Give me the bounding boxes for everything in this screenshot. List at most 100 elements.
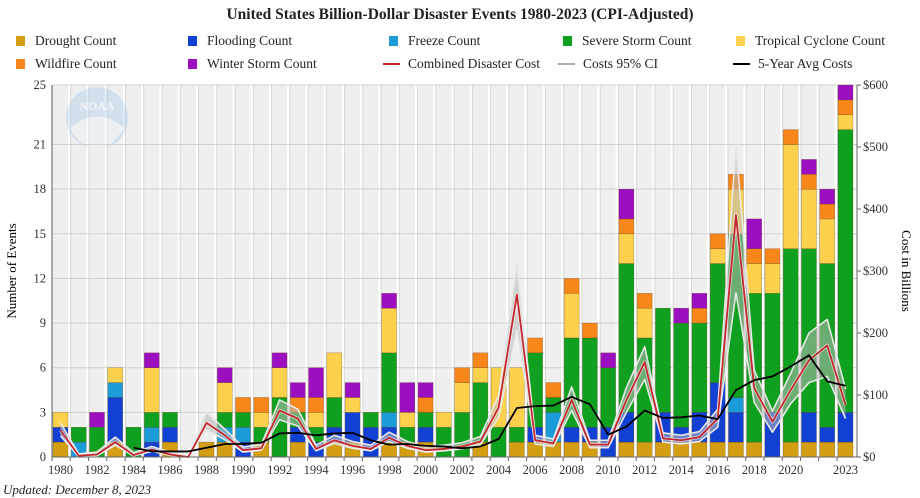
bar-flooding-count-1996 (344, 412, 361, 443)
bar-tropical-cyclone-count-2005 (509, 367, 525, 428)
legend-item-combined-cost[interactable]: Combined Disaster Cost (383, 56, 540, 72)
x-tick-label: 1980 (48, 463, 73, 477)
noaa-logo: NOAA (66, 87, 128, 150)
bar-winter-storm-count-2014 (673, 307, 689, 324)
x-tick-label: 1984 (121, 463, 147, 477)
y-tick-label: 15 (34, 227, 47, 241)
bar-wildfire-count-2008 (563, 278, 580, 294)
bar-tropical-cyclone-count-1999 (399, 412, 416, 428)
bar-wildfire-count-2011 (618, 218, 635, 235)
bar-flooding-count-2021 (801, 412, 817, 443)
bar-winter-storm-count-1994 (308, 367, 324, 398)
year-stripe (308, 85, 324, 457)
legend-label: Costs 95% CI (583, 56, 659, 71)
legend-item-wildfire[interactable]: Wildfire Count (16, 56, 117, 72)
x-tick-label: 1982 (85, 463, 110, 477)
bar-drought-count-2015 (691, 441, 708, 458)
bar-tropical-cyclone-count-2016 (709, 248, 726, 264)
year-stripe (253, 85, 269, 457)
bar-tropical-cyclone-count-1983 (107, 367, 124, 383)
bar-winter-storm-count-1998 (381, 293, 397, 309)
flooding-swatch (188, 36, 197, 46)
bar-drought-count-2008 (563, 441, 580, 458)
x-tick-label: 2004 (486, 463, 512, 477)
bar-tropical-cyclone-count-2022 (819, 218, 835, 264)
x-tick-label: 1998 (377, 463, 402, 477)
y-tick-label: 25 (34, 78, 47, 92)
bar-flooding-count-2022 (819, 426, 835, 443)
bar-severe-storm-count-2005 (509, 426, 525, 443)
x-tick-label: 2023 (833, 463, 858, 477)
tropical-cyclone-swatch (736, 36, 745, 46)
year-stripe (107, 85, 123, 457)
bar-drought-count-2012 (636, 441, 653, 458)
cost-lines (59, 143, 848, 459)
noaa-logo-bird (70, 116, 124, 150)
legend-item-flooding[interactable]: Flooding Count (188, 33, 292, 49)
legend-item-costs-ci[interactable]: Costs 95% CI (558, 56, 658, 72)
winter-storm-swatch (188, 59, 197, 69)
year-stripe (126, 85, 142, 457)
bar-tropical-cyclone-count-1985 (144, 367, 160, 413)
noaa-logo-circle (66, 87, 128, 149)
bar-drought-count-1980 (52, 441, 69, 458)
bar-severe-storm-count-2010 (600, 367, 616, 428)
bar-flooding-count-1983 (107, 397, 124, 443)
bar-wildfire-count-1990 (235, 397, 251, 413)
5yr-avg-swatch (733, 63, 750, 65)
legend-item-tropical-cyclone[interactable]: Tropical Cyclone Count (736, 33, 885, 49)
bar-tropical-cyclone-count-1991 (253, 412, 270, 428)
chart-title: United States Billion-Dollar Disaster Ev… (226, 6, 694, 23)
bar-drought-count-2021 (801, 441, 817, 458)
x-tick-label: 1990 (231, 463, 256, 477)
bar-tropical-cyclone-count-2018 (746, 263, 762, 294)
y2-axis-title: Cost in Billions (899, 230, 914, 312)
legend-item-5yr-avg[interactable]: 5-Year Avg Costs (733, 56, 852, 72)
legend-item-winter-storm[interactable]: Winter Storm Count (188, 56, 317, 72)
x-tick-label: 2010 (596, 463, 621, 477)
legend-item-drought[interactable]: Drought Count (16, 33, 116, 49)
bar-tropical-cyclone-count-2003 (472, 367, 489, 383)
bar-severe-storm-count-2013 (655, 307, 671, 413)
bar-winter-storm-count-1996 (344, 382, 361, 398)
bar-drought-count-2013 (655, 441, 671, 458)
legend-item-severe-storm[interactable]: Severe Storm Count (563, 33, 692, 49)
bar-winter-storm-count-2011 (618, 188, 635, 220)
bar-tropical-cyclone-count-1992 (271, 367, 288, 398)
year-stripe (89, 85, 105, 457)
bar-drought-count-2020 (782, 441, 799, 458)
bar-tropical-cyclone-count-1994 (308, 412, 324, 428)
bar-wildfire-count-2020 (782, 129, 799, 145)
updated-note: Updated: December 8, 2023 (3, 482, 152, 497)
year-stripe (53, 85, 68, 457)
5yr-avg-line (133, 354, 846, 453)
x-tick-label: 1996 (340, 463, 365, 477)
year-stripe (418, 85, 434, 457)
bar-winter-storm-count-2021 (801, 159, 817, 175)
y2-tick-label: $0 (863, 450, 876, 464)
bar-tropical-cyclone-count-2008 (563, 293, 580, 339)
bar-winter-storm-count-2018 (746, 218, 762, 249)
bar-severe-storm-count-2000 (417, 412, 434, 428)
wildfire-swatch (16, 59, 25, 69)
bar-wildfire-count-1994 (308, 397, 324, 413)
bar-tropical-cyclone-count-1996 (344, 397, 361, 413)
x-tick-label: 2008 (559, 463, 584, 477)
x-tick-label: 2014 (669, 463, 695, 477)
y-tick-label: 21 (34, 138, 47, 152)
y-axis-title: Number of Events (4, 223, 19, 318)
bar-tropical-cyclone-count-2012 (636, 307, 653, 339)
bar-severe-storm-count-1990 (235, 412, 251, 428)
year-stripe (199, 85, 215, 457)
bar-freeze-count-1998 (381, 412, 397, 428)
x-tick-label: 2018 (742, 463, 767, 477)
bar-freeze-count-1990 (235, 426, 251, 443)
bar-drought-count-1993 (290, 441, 306, 458)
y-tick-label: 3 (40, 405, 46, 419)
bar-drought-count-2016 (709, 441, 726, 458)
legend-item-freeze[interactable]: Freeze Count (389, 33, 480, 49)
y-tick-label: 6 (40, 361, 46, 375)
year-stripe (399, 85, 415, 457)
bar-severe-storm-count-1985 (144, 412, 160, 428)
